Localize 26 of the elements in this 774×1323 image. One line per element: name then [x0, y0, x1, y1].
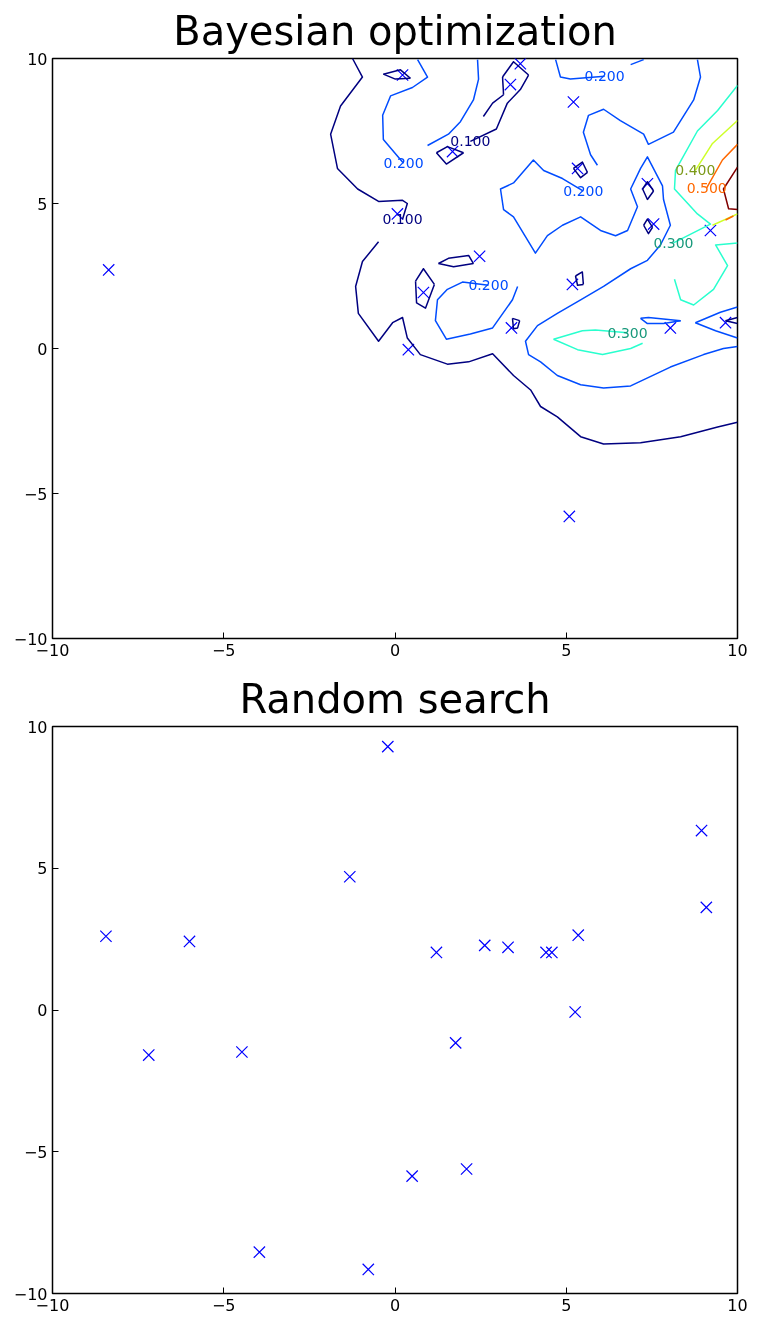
y-tick-label: −5 — [23, 1142, 48, 1162]
annotation: 0.100 — [382, 211, 423, 228]
x-tick-label: 5 — [561, 640, 572, 660]
annotation: 0.100 — [450, 133, 491, 150]
annotation: 0.200 — [383, 155, 424, 172]
x-tick-label: −5 — [211, 1295, 236, 1315]
y-tick-label: 10 — [27, 717, 48, 737]
y-tick-label: 5 — [37, 194, 48, 214]
y-tick-label: 0 — [37, 339, 48, 359]
chart-title: Bayesian optimization — [173, 7, 617, 54]
y-tick-label: 5 — [37, 859, 48, 879]
x-tick-label: 10 — [727, 1295, 748, 1315]
x-tick-label: −5 — [211, 640, 236, 660]
annotation: 0.200 — [584, 68, 625, 85]
y-tick-label: 0 — [37, 1001, 48, 1020]
annotation: 0.200 — [468, 277, 509, 294]
x-tick-label: 10 — [727, 640, 748, 660]
x-tick-label: 0 — [389, 1295, 401, 1315]
chart-title: Random search — [239, 675, 551, 722]
x-tick-label: 0 — [389, 640, 401, 660]
x-tick-label: 5 — [561, 1295, 572, 1315]
y-tick-label: −5 — [23, 484, 48, 504]
annotation: 0.300 — [607, 324, 648, 341]
y-tick-label: 10 — [27, 49, 48, 69]
annotation: 0.200 — [563, 183, 604, 200]
annotation: 0.400 — [675, 162, 716, 179]
